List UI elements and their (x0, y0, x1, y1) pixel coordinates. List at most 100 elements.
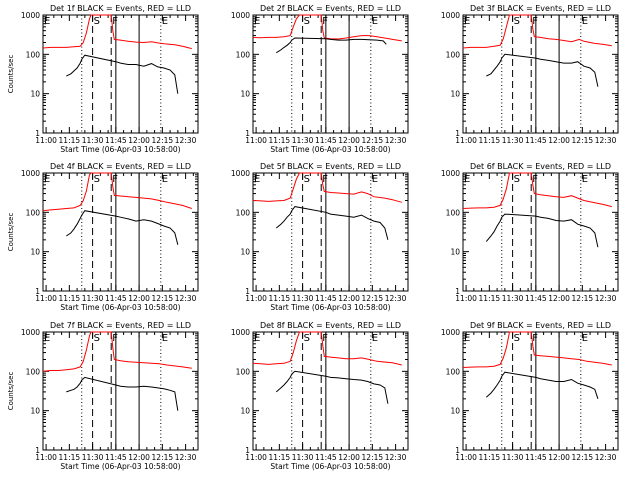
series-lld-line (42, 172, 192, 212)
plot-frame (462, 331, 619, 451)
y-tick-label: 1 (455, 287, 460, 296)
event-marker-label: S (304, 333, 310, 344)
panel-5: Det 5f BLACK = Events, RED = LLD 1 10 100 10… (231, 162, 409, 312)
x-tick-label: 11:15 (59, 136, 81, 145)
series-lld-line (252, 14, 402, 42)
series-lld-line (42, 331, 192, 372)
x-tick-label: 11:30 (502, 294, 524, 303)
event-marker-label: E (44, 174, 50, 185)
y-tick-label: 1000 (441, 11, 460, 20)
panel-title: Det 7f BLACK = Events, RED = LLD (50, 321, 191, 330)
y-axis-label: Counts/sec (7, 55, 15, 94)
series-events-line (275, 206, 389, 240)
series-lld-line (42, 14, 192, 50)
x-tick-label: 12:00 (548, 453, 570, 462)
x-axis-label: Start Time (06-Apr-03 10:58:00) (270, 462, 390, 471)
x-tick-label: 11:30 (82, 453, 104, 462)
x-tick-label: 11:15 (269, 136, 291, 145)
series-events-line (486, 53, 599, 87)
series-lld-line (252, 331, 402, 366)
x-tick-label: 11:00 (455, 136, 477, 145)
plot-frame (252, 172, 409, 292)
event-marker-label: F (322, 174, 328, 185)
x-tick-label: 11:15 (59, 453, 81, 462)
y-tick-label: 100 (26, 50, 41, 59)
event-marker-label: E (254, 174, 260, 185)
event-marker-label: E (44, 333, 50, 344)
panel-title: Det 8f BLACK = Events, RED = LLD (260, 321, 401, 330)
event-marker-label: S (94, 174, 100, 185)
y-tick-label: 100 (446, 367, 461, 376)
x-tick-label: 11:15 (479, 294, 501, 303)
x-tick-label: 12:00 (128, 453, 150, 462)
x-tick-label: 12:30 (175, 136, 197, 145)
event-marker-label: F (322, 16, 328, 27)
x-tick-label: 12:00 (548, 136, 570, 145)
y-tick-label: 10 (450, 248, 460, 257)
y-tick-label: 100 (446, 208, 461, 217)
y-tick-label: 1 (245, 129, 250, 138)
event-marker-label: F (532, 174, 538, 185)
x-axis-label: Start Time (06-Apr-03 10:58:00) (270, 145, 390, 154)
y-tick-label: 1 (245, 287, 250, 296)
event-marker-label: S (514, 16, 520, 27)
event-marker-label: S (304, 16, 310, 27)
y-tick-label: 1000 (231, 169, 250, 178)
x-tick-label: 11:30 (82, 294, 104, 303)
series-events-line (276, 37, 387, 54)
event-marker-label: F (112, 333, 118, 344)
event-marker-label: F (112, 174, 118, 185)
y-tick-label: 1 (455, 446, 460, 455)
event-marker-label: E (372, 16, 378, 27)
x-tick-label: 12:15 (572, 294, 594, 303)
x-tick-label: 12:30 (385, 294, 407, 303)
panel-title: Det 1f BLACK = Events, RED = LLD (50, 4, 191, 13)
plot-frame (252, 14, 409, 134)
x-tick-label: 11:15 (479, 453, 501, 462)
plot-frame (42, 331, 199, 451)
plot-frame (462, 14, 619, 134)
event-marker-label: E (162, 16, 168, 27)
plot-frame (252, 331, 409, 451)
plot-frame (42, 14, 199, 134)
x-tick-label: 12:15 (362, 294, 384, 303)
x-tick-label: 11:30 (502, 453, 524, 462)
x-axis-label: Start Time (06-Apr-03 10:58:00) (60, 145, 180, 154)
x-tick-label: 12:30 (595, 136, 617, 145)
y-tick-label: 10 (240, 407, 250, 416)
x-tick-label: 12:00 (128, 136, 150, 145)
panel-8: Det 8f BLACK = Events, RED = LLD 1 10 100 10… (231, 321, 409, 471)
panel-7: Det 7f BLACK = Events, RED = LLD 1 10 100 10… (7, 321, 199, 471)
plot-frame (462, 172, 619, 292)
x-tick-label: 12:15 (152, 453, 174, 462)
panel-title: Det 2f BLACK = Events, RED = LLD (260, 4, 401, 13)
x-tick-label: 11:45 (315, 136, 337, 145)
x-axis-label: Start Time (06-Apr-03 10:58:00) (60, 462, 180, 471)
panel-6: Det 6f BLACK = Events, RED = LLD 1 10 100 10… (441, 162, 619, 303)
event-marker-label: S (514, 333, 520, 344)
x-tick-label: 12:30 (595, 294, 617, 303)
event-marker-label: E (582, 333, 588, 344)
panel-4: Det 4f BLACK = Events, RED = LLD 1 10 100 10… (7, 162, 199, 312)
x-tick-label: 11:00 (455, 294, 477, 303)
y-tick-label: 100 (26, 367, 41, 376)
series-lld-line (462, 14, 612, 49)
x-tick-label: 12:15 (362, 136, 384, 145)
x-tick-label: 11:15 (269, 453, 291, 462)
event-marker-label: E (464, 16, 470, 27)
series-events-line (66, 376, 179, 411)
event-marker-label: F (322, 333, 328, 344)
x-tick-label: 12:30 (385, 453, 407, 462)
panel-title: Det 3f BLACK = Events, RED = LLD (470, 4, 611, 13)
y-tick-label: 1000 (231, 328, 250, 337)
event-marker-label: E (254, 16, 260, 27)
x-tick-label: 11:00 (245, 453, 267, 462)
y-tick-label: 10 (30, 248, 40, 257)
x-tick-label: 12:15 (362, 453, 384, 462)
y-tick-label: 1000 (21, 11, 40, 20)
y-tick-label: 1 (245, 446, 250, 455)
y-tick-label: 1000 (21, 328, 40, 337)
event-marker-label: E (464, 174, 470, 185)
panel-3: Det 3f BLACK = Events, RED = LLD 1 10 100 10… (441, 4, 619, 145)
series-events-line (66, 210, 179, 245)
